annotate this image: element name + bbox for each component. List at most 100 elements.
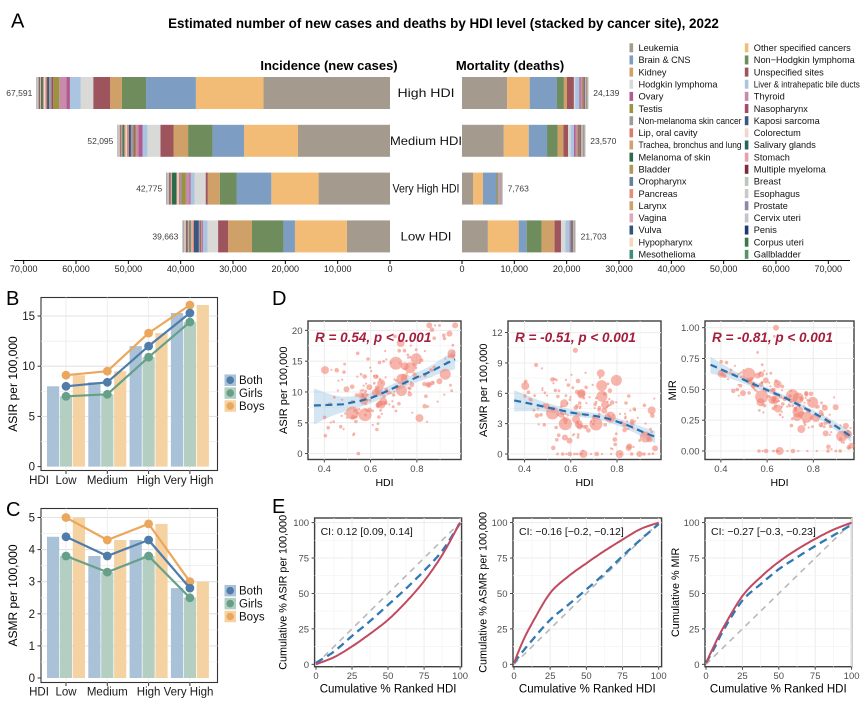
svg-text:Prostate: Prostate	[754, 201, 788, 211]
svg-text:Oropharynx: Oropharynx	[639, 177, 687, 187]
svg-text:Estimated number of new cases: Estimated number of new cases and deaths…	[168, 16, 719, 31]
svg-text:40,000: 40,000	[167, 264, 195, 274]
svg-text:75: 75	[497, 554, 508, 565]
svg-text:Very High: Very High	[164, 687, 214, 699]
svg-text:6: 6	[497, 389, 502, 400]
svg-text:25: 25	[347, 671, 358, 682]
svg-text:20: 20	[292, 326, 303, 337]
svg-text:Vulva: Vulva	[639, 225, 663, 235]
svg-text:ASMR per 100,000: ASMR per 100,000	[478, 343, 490, 437]
svg-text:Larynx: Larynx	[639, 201, 667, 211]
svg-text:Kidney: Kidney	[639, 67, 667, 77]
svg-text:67,591: 67,591	[6, 88, 32, 98]
svg-text:Thyroid: Thyroid	[754, 92, 785, 102]
svg-text:15: 15	[22, 311, 35, 323]
svg-text:20,000: 20,000	[272, 264, 300, 274]
svg-text:Cumulative % ASIR per 100,000: Cumulative % ASIR per 100,000	[278, 515, 290, 670]
svg-text:30,000: 30,000	[605, 264, 633, 274]
svg-text:0.6: 0.6	[364, 464, 377, 475]
svg-text:Mortality (deaths): Mortality (deaths)	[456, 58, 564, 73]
svg-text:Leukemia: Leukemia	[639, 43, 680, 53]
svg-text:25: 25	[737, 671, 748, 682]
svg-text:Hodgkin lymphoma: Hodgkin lymphoma	[639, 80, 719, 90]
svg-text:0: 0	[703, 671, 708, 682]
svg-text:10: 10	[292, 388, 303, 399]
svg-text:0.8: 0.8	[610, 464, 623, 475]
svg-text:50: 50	[689, 589, 700, 600]
svg-text:9: 9	[497, 358, 502, 369]
svg-text:5: 5	[29, 411, 35, 423]
svg-text:ASIR per 100,000: ASIR per 100,000	[6, 336, 20, 432]
svg-text:Non−Hodgkin lymphoma: Non−Hodgkin lymphoma	[754, 55, 856, 65]
svg-text:C: C	[6, 499, 20, 521]
svg-text:50: 50	[774, 671, 785, 682]
svg-text:0.00: 0.00	[681, 447, 700, 458]
svg-text:0.4: 0.4	[518, 464, 531, 475]
svg-text:3: 3	[497, 419, 502, 430]
svg-text:High: High	[137, 475, 161, 487]
svg-text:0: 0	[511, 671, 516, 682]
svg-text:75: 75	[617, 671, 628, 682]
svg-text:50: 50	[581, 671, 592, 682]
svg-text:Esophagus: Esophagus	[754, 189, 800, 199]
svg-text:40,000: 40,000	[658, 264, 686, 274]
svg-text:21,703: 21,703	[581, 231, 607, 241]
svg-text:5: 5	[297, 418, 302, 429]
svg-text:52,095: 52,095	[87, 136, 113, 146]
svg-text:Kaposi sarcoma: Kaposi sarcoma	[754, 116, 821, 126]
svg-text:0: 0	[304, 660, 309, 671]
svg-text:Vagina: Vagina	[639, 213, 668, 223]
svg-text:0: 0	[497, 450, 502, 461]
svg-text:Girls: Girls	[239, 388, 263, 400]
svg-text:12: 12	[492, 328, 503, 339]
svg-text:0.6: 0.6	[760, 464, 773, 475]
svg-text:D: D	[272, 288, 286, 310]
svg-text:Pancreas: Pancreas	[639, 189, 678, 199]
svg-text:25: 25	[299, 624, 310, 635]
svg-text:100: 100	[492, 518, 508, 529]
svg-text:Low HDI: Low HDI	[401, 229, 452, 243]
svg-text:Ovary: Ovary	[639, 92, 664, 102]
svg-text:1.00: 1.00	[681, 323, 700, 334]
svg-text:0.4: 0.4	[714, 464, 727, 475]
svg-text:Trachea, bronchus and lung: Trachea, bronchus and lung	[639, 140, 742, 150]
svg-text:42,775: 42,775	[136, 184, 162, 194]
svg-text:0.50: 0.50	[681, 385, 700, 396]
svg-text:Breast: Breast	[754, 177, 781, 187]
svg-text:50: 50	[497, 589, 508, 600]
svg-text:0: 0	[297, 449, 302, 460]
svg-text:Cervix uteri: Cervix uteri	[754, 213, 801, 223]
svg-text:0: 0	[29, 462, 35, 474]
svg-text:E: E	[272, 496, 285, 518]
svg-text:Low: Low	[55, 687, 77, 699]
svg-text:Cumulative % ASMR per 100,000: Cumulative % ASMR per 100,000	[478, 512, 490, 673]
svg-text:Incidence (new cases): Incidence (new cases)	[260, 58, 397, 73]
svg-text:Melanoma of skin: Melanoma of skin	[639, 152, 711, 162]
svg-text:B: B	[6, 288, 19, 310]
svg-text:0.6: 0.6	[564, 464, 577, 475]
svg-text:HDI: HDI	[375, 477, 393, 489]
svg-text:75: 75	[299, 554, 310, 565]
svg-text:R = -0.51, p < 0.001: R = -0.51, p < 0.001	[515, 330, 636, 345]
svg-text:5: 5	[29, 513, 35, 525]
svg-text:75: 75	[689, 554, 700, 565]
svg-text:Gallbladder: Gallbladder	[754, 250, 801, 260]
svg-text:Colorectum: Colorectum	[754, 128, 801, 138]
svg-text:10,000: 10,000	[501, 264, 529, 274]
svg-text:0: 0	[459, 264, 464, 274]
svg-text:CI: −0.27 [−0.3, −0.23]: CI: −0.27 [−0.3, −0.23]	[711, 526, 816, 538]
svg-text:Both: Both	[239, 586, 263, 598]
svg-text:Corpus uteri: Corpus uteri	[754, 237, 804, 247]
svg-text:Multiple myeloma: Multiple myeloma	[754, 165, 827, 175]
svg-text:0: 0	[694, 660, 699, 671]
svg-text:100: 100	[452, 671, 468, 682]
svg-text:100: 100	[844, 671, 860, 682]
svg-text:100: 100	[684, 518, 700, 529]
svg-text:Very High: Very High	[164, 475, 214, 487]
svg-text:Non-melanoma skin cancer: Non-melanoma skin cancer	[639, 116, 742, 126]
svg-text:Liver & intrahepatic bile duct: Liver & intrahepatic bile ducts	[754, 80, 860, 90]
svg-text:MIR: MIR	[667, 380, 679, 400]
svg-text:Medium: Medium	[87, 475, 128, 487]
svg-text:30,000: 30,000	[219, 264, 247, 274]
svg-text:15: 15	[292, 357, 303, 368]
